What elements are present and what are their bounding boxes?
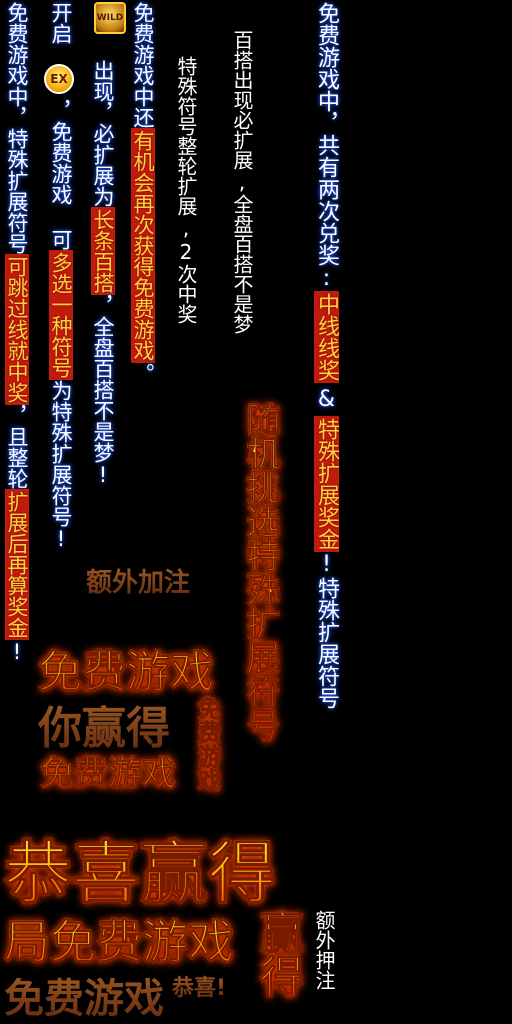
col-c: 百搭出现必扩展,全盘百搭不是梦 [230,30,254,334]
col-g-rest: ，免费游戏 可多选一种符号为特殊扩展符号! [49,100,73,551]
col-a-highlight-2: 特殊扩展奖金 [314,416,339,552]
congrats-text: 恭喜赢得 [3,835,277,915]
col-h: 免费游戏中，特殊扩展符号可跳过线就中奖，且整轮扩展后再算奖金! [5,2,29,664]
col-a-highlight-1: 中线线奖 [314,291,339,383]
col-f: 出现，必扩展为长条百搭，全盘百搭不是梦! [91,60,115,487]
free-game-dim-text: 免费游戏 [4,976,164,1022]
win-vertical: 赢得 [252,910,304,999]
col-c-text: 百搭出现必扩展,全盘百搭不是梦 [230,30,254,334]
col-h-mid: ，且整轮 [5,405,29,489]
col-a-text: 免费游戏中，共有两次兑奖: [314,2,339,291]
rounds-free-game-text: 局免费游戏 [4,915,235,970]
free-game-text-2: 免费游戏 [40,754,177,795]
free-game-vertical: 免费游戏 [193,696,222,793]
col-h-highlight-1: 可跳过线就中奖 [5,254,29,405]
col-e-highlight: 有机会再次获得免费游戏 [131,128,155,363]
congrats-small-text: 恭喜! [172,976,227,1001]
col-h-post: ! [5,640,29,664]
col-h-highlight-2: 扩展后再算奖金 [5,489,29,640]
rounds-free-game-title: 局免费游戏 [4,906,235,972]
col-a-tail: !特殊扩展符号 [314,552,339,709]
free-game-vertical-text: 免费游戏 [193,696,222,793]
col-g-highlight: 多选一种符号 [49,250,73,380]
free-game-dim: 免费游戏 [4,966,164,1024]
col-e-post: 。 [131,363,155,384]
col-h-pre: 免费游戏中，特殊扩展符号 [5,2,29,254]
col-e: 免费游戏中还有机会再次获得免费游戏。 [131,2,155,384]
col-g-post: 为特殊扩展符号! [49,380,73,551]
extra-bet-label: 额外加注 [86,562,190,599]
col-a: 免费游戏中，共有两次兑奖:中线线奖 & 特殊扩展奖金!特殊扩展符号 [314,2,339,709]
congrats-small: 恭喜! [172,970,226,1002]
col-a-amp: & [314,387,339,412]
col-g: 开启 [49,2,73,44]
col-f-post: ，全盘百搭不是梦! [91,295,115,487]
wild-symbol-label: WILD [96,13,124,23]
col-g-pre: 开启 [49,2,73,44]
extra-bet-vertical: 额外押注 [312,910,336,990]
col-g-mid: ，免费游戏 可 [49,100,73,250]
free-game-title-2: 免费游戏 [40,746,177,795]
wild-symbol-icon: WILD [94,2,126,34]
extra-bet-vertical-text: 额外押注 [312,910,336,990]
col-b-text: 随机挑选特殊扩展符号 [240,402,281,743]
col-b: 随机挑选特殊扩展符号 [240,402,281,743]
col-f-highlight: 长条百搭 [91,207,115,295]
col-f-pre: 出现，必扩展为 [91,60,115,207]
free-game-title-1: 免费游戏 [38,636,215,700]
win-vertical-text: 赢得 [252,910,304,999]
col-e-pre: 免费游戏中还 [131,2,155,128]
congrats-title: 恭喜赢得 [3,818,277,917]
ex-symbol-label: EX [50,72,68,86]
col-d-text: 特殊符号整轮扩展,2次中奖 [174,56,198,324]
free-game-text-1: 免费游戏 [38,647,215,699]
col-d: 特殊符号整轮扩展,2次中奖 [174,56,198,324]
ex-symbol-icon: EX [44,64,74,94]
extra-bet-text: 额外加注 [86,568,191,598]
